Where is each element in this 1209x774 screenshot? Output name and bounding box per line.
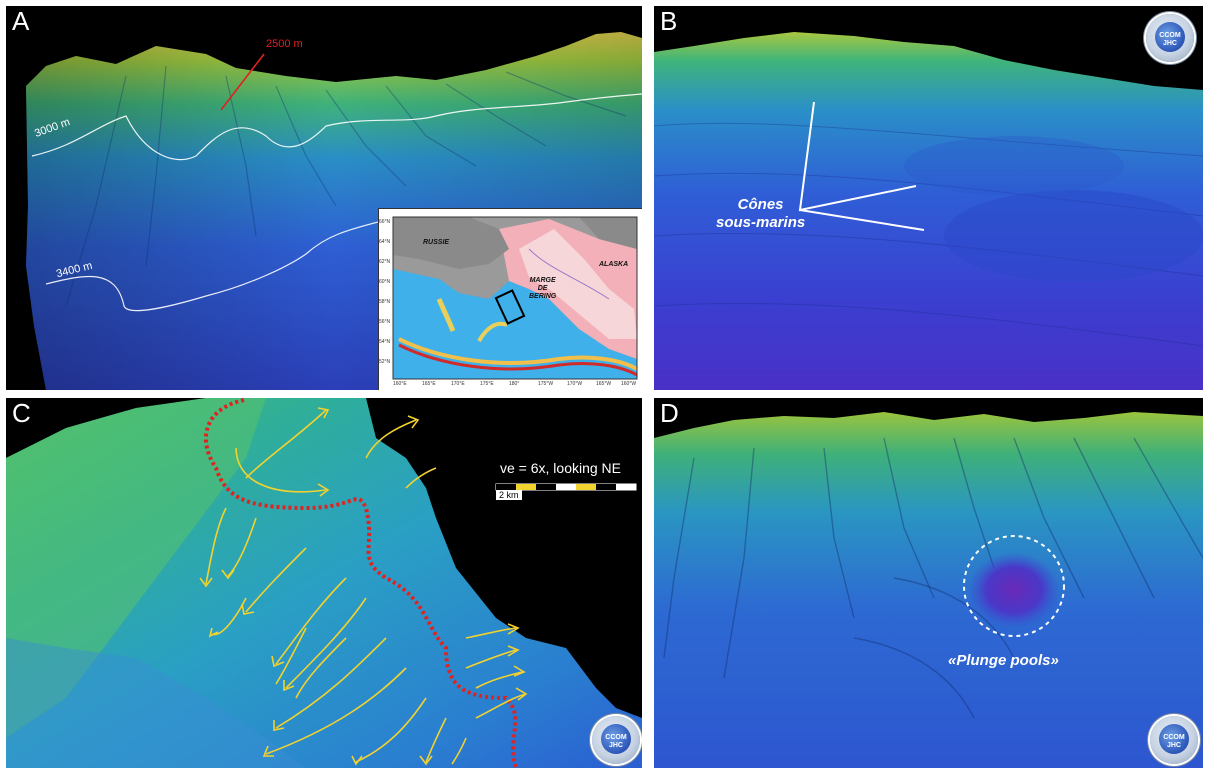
- lon-tick: 175°E: [480, 381, 494, 387]
- logo-text-line1: CCOM: [605, 734, 627, 741]
- map-label-marge-line2: DE: [537, 285, 548, 292]
- map-label-russie: RUSSIE: [423, 239, 450, 246]
- lon-tick: 175°W: [538, 381, 554, 387]
- cones-annotation-line2: sous-marins: [716, 214, 806, 231]
- lat-tick: 62°N: [379, 259, 391, 265]
- depth-2500-label: 2500 m: [266, 38, 303, 50]
- panel-b: B Cônes sous-marins CCOM JHC: [654, 6, 1203, 390]
- flow-arrows: [205, 409, 527, 765]
- panel-c-terrain: [6, 398, 642, 768]
- logo-text-line1: CCOM: [1159, 32, 1181, 39]
- panel-c: C ve = 6x, looking NE 2 km CCOM JHC: [6, 398, 642, 768]
- map-label-marge-line3: BERING: [529, 293, 557, 300]
- lat-tick: 58°N: [379, 299, 391, 305]
- logo-text-line2: JHC: [1162, 40, 1177, 47]
- flow-arrowheads: [199, 407, 528, 766]
- inset-map: RUSSIE ALASKA MARGE DE BERING 66°N 64°N …: [378, 208, 642, 390]
- scale-bar-label: 2 km: [496, 490, 522, 500]
- lat-tick: 52°N: [379, 359, 391, 365]
- panel-d-terrain: [654, 398, 1203, 768]
- ccom-jhc-logo-b: CCOM JHC: [1146, 14, 1194, 62]
- scale-bar: [495, 483, 637, 491]
- lat-tick: 54°N: [379, 339, 391, 345]
- ccom-jhc-logo-d: CCOM JHC: [1150, 716, 1198, 764]
- panel-c-label: C: [12, 398, 31, 428]
- logo-text-line2: JHC: [608, 742, 623, 749]
- lon-tick: 160°W: [621, 381, 637, 387]
- plunge-pool-circle: [963, 535, 1065, 637]
- lon-tick: 165°W: [596, 381, 612, 387]
- panel-b-terrain: [654, 6, 1203, 390]
- lon-tick: 170°E: [451, 381, 465, 387]
- map-lon-ticks: 160°E 165°E 170°E 175°E 180° 175°W 170°W…: [393, 381, 637, 389]
- ve-caption: ve = 6x, looking NE: [500, 460, 622, 476]
- map-label-alaska: ALASKA: [599, 261, 629, 268]
- logo-globe-icon: [601, 724, 631, 754]
- lat-tick: 66°N: [379, 219, 391, 225]
- lat-tick: 56°N: [379, 319, 391, 325]
- cones-annotation-line1: Cônes: [737, 196, 784, 213]
- panel-d-label: D: [660, 398, 679, 428]
- panel-d: D «Plunge pools» CCOM JHC: [654, 398, 1203, 768]
- map-label-marge: MARGE DE BERING: [529, 277, 556, 301]
- logo-text-line2: JHC: [1166, 742, 1181, 749]
- logo-globe-icon: [1159, 724, 1189, 754]
- map-label-marge-line1: MARGE: [529, 277, 556, 284]
- panel-a-label: A: [12, 6, 30, 36]
- inset-map-graphic: [392, 216, 638, 380]
- panel-b-label: B: [660, 6, 678, 36]
- lat-tick: 64°N: [379, 239, 391, 245]
- plunge-pools-annotation: «Plunge pools»: [948, 652, 1059, 669]
- map-lat-ticks: 66°N 64°N 62°N 60°N 58°N 56°N 54°N 52°N: [379, 217, 393, 379]
- panel-a: A 2500 m 3000 m 3400 m RUSSIE ALASKA MAR…: [6, 6, 642, 390]
- lon-tick: 165°E: [422, 381, 436, 387]
- lon-tick: 180°: [509, 381, 520, 387]
- lon-tick: 160°E: [393, 381, 407, 387]
- logo-text-line1: CCOM: [1163, 734, 1185, 741]
- cones-annotation: Cônes sous-marins: [716, 196, 805, 232]
- ccom-jhc-logo-c: CCOM JHC: [592, 716, 640, 764]
- logo-globe-icon: [1155, 22, 1185, 52]
- lat-tick: 60°N: [379, 279, 391, 285]
- lon-tick: 170°W: [567, 381, 583, 387]
